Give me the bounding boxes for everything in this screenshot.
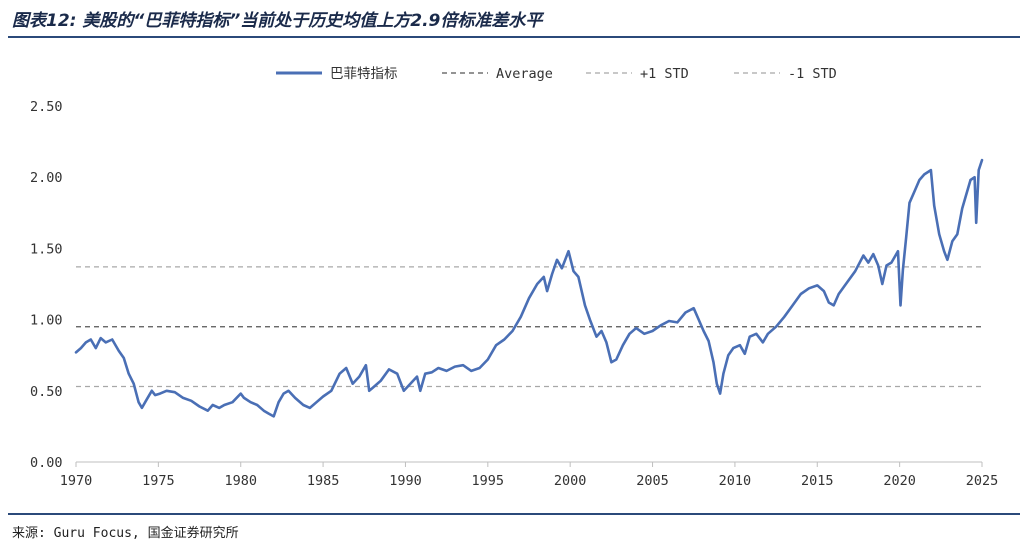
- legend-item: 巴菲特指标: [276, 66, 398, 82]
- title-rule: [8, 36, 1020, 38]
- y-tick-label: 1.50: [30, 241, 63, 257]
- x-tick-label: 2015: [801, 473, 834, 489]
- chart-legend: 巴菲特指标 Average +1 STD -1 STD: [276, 66, 837, 82]
- x-axis: 1970 1975 1980 1985 1990 1995 2000 2005 2010 2015…: [60, 461, 999, 489]
- figure-title: 图表12: 美股的“巴菲特指标”当前处于历史均值上方2.9倍标准差水平: [12, 11, 543, 31]
- series-layer: [74, 158, 984, 418]
- x-tick-label: 1980: [224, 473, 257, 489]
- source-note: 来源: Guru Focus, 国金证券研究所: [12, 526, 239, 541]
- legend-item: +1 STD: [586, 66, 689, 82]
- x-tick-label: 1990: [389, 473, 422, 489]
- bottom-rule: [8, 513, 1020, 515]
- x-tick-label: 1975: [142, 473, 175, 489]
- legend-label: 巴菲特指标: [330, 66, 398, 82]
- x-tick-label: 2005: [636, 473, 669, 489]
- buffett-indicator-chart: 巴菲特指标 Average +1 STD -1 STD 0.00 0.50 1.00 1.5…: [30, 66, 999, 489]
- x-tick-label: 1985: [307, 473, 340, 489]
- legend-label: -1 STD: [788, 66, 837, 82]
- x-tick-label: 2025: [966, 473, 999, 489]
- legend-item: -1 STD: [734, 66, 837, 82]
- legend-label: +1 STD: [640, 66, 689, 82]
- x-tick-label: 1970: [60, 473, 93, 489]
- legend-item: Average: [442, 66, 553, 82]
- y-tick-label: 0.00: [30, 455, 63, 471]
- x-tick-label: 1995: [472, 473, 505, 489]
- y-tick-label: 0.50: [30, 384, 63, 400]
- y-tick-label: 2.00: [30, 170, 63, 186]
- reference-lines: [76, 266, 982, 388]
- x-tick-label: 2000: [554, 473, 587, 489]
- y-tick-label: 2.50: [30, 99, 63, 115]
- buffett-indicator-line: [74, 158, 984, 418]
- x-tick-label: 2020: [883, 473, 916, 489]
- y-axis: 0.00 0.50 1.00 1.50 2.00 2.50: [30, 99, 63, 471]
- legend-label: Average: [496, 66, 553, 82]
- x-tick-label: 2010: [719, 473, 752, 489]
- y-tick-label: 1.00: [30, 313, 63, 329]
